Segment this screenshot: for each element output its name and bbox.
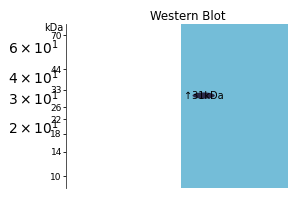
Text: ↑31kDa: ↑31kDa — [184, 91, 223, 101]
Text: kDa: kDa — [44, 23, 64, 33]
Bar — [182, 24, 288, 188]
Ellipse shape — [193, 92, 215, 99]
Text: Western Blot: Western Blot — [150, 10, 226, 23]
